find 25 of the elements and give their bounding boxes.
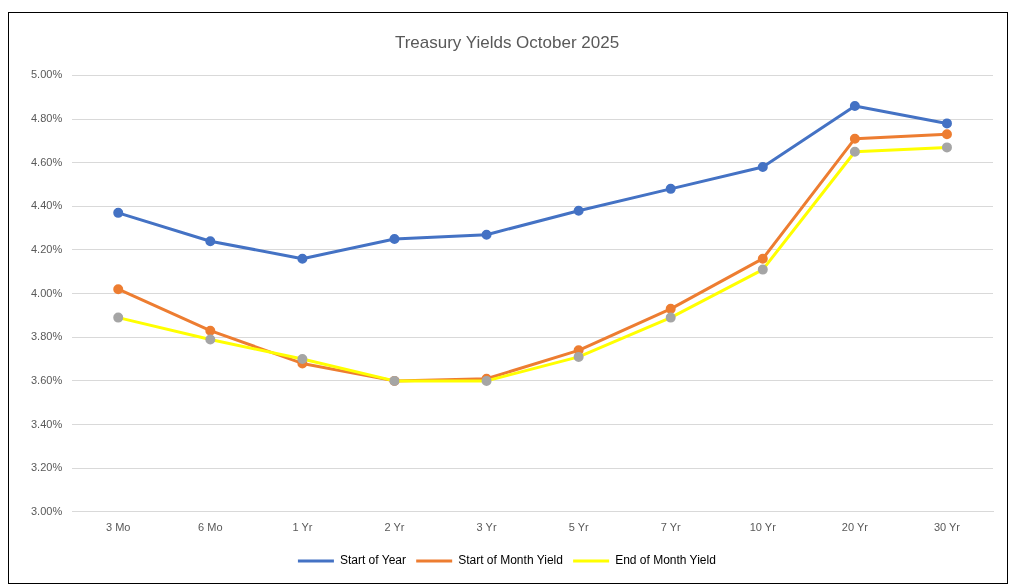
y-tick-label: 4.20% — [30, 242, 63, 255]
chart-title: Treasury Yields October 2025 — [394, 32, 620, 52]
y-tick-label: 3.20% — [30, 461, 63, 474]
legend-label: Start of Year — [339, 553, 406, 568]
x-tick-label: 5 Yr — [568, 521, 589, 534]
y-tick-label: 5.00% — [30, 68, 63, 81]
y-tick-label: 4.60% — [30, 155, 63, 168]
x-tick-label: 3 Mo — [106, 521, 131, 534]
y-tick-label: 4.80% — [30, 112, 63, 125]
y-tick-label: 3.80% — [30, 330, 63, 343]
x-tick-label: 20 Yr — [841, 521, 869, 534]
y-tick-label: 3.00% — [30, 504, 63, 517]
x-tick-label: 2 Yr — [384, 521, 405, 534]
x-tick-label: 7 Yr — [660, 521, 682, 534]
x-tick-label: 30 Yr — [933, 521, 961, 534]
y-tick-label: 3.40% — [30, 417, 63, 430]
x-tick-label: 1 Yr — [292, 521, 313, 534]
x-tick-label: 10 Yr — [749, 521, 777, 534]
x-tick-label: 6 Mo — [198, 521, 223, 534]
legend-label: Start of Month Yield — [458, 553, 563, 568]
x-tick-label: 3 Yr — [476, 521, 497, 534]
legend-label: End of Month Yield — [615, 553, 716, 568]
y-tick-label: 4.40% — [30, 199, 63, 212]
y-tick-label: 3.60% — [30, 373, 63, 386]
y-tick-label: 4.00% — [30, 286, 63, 299]
